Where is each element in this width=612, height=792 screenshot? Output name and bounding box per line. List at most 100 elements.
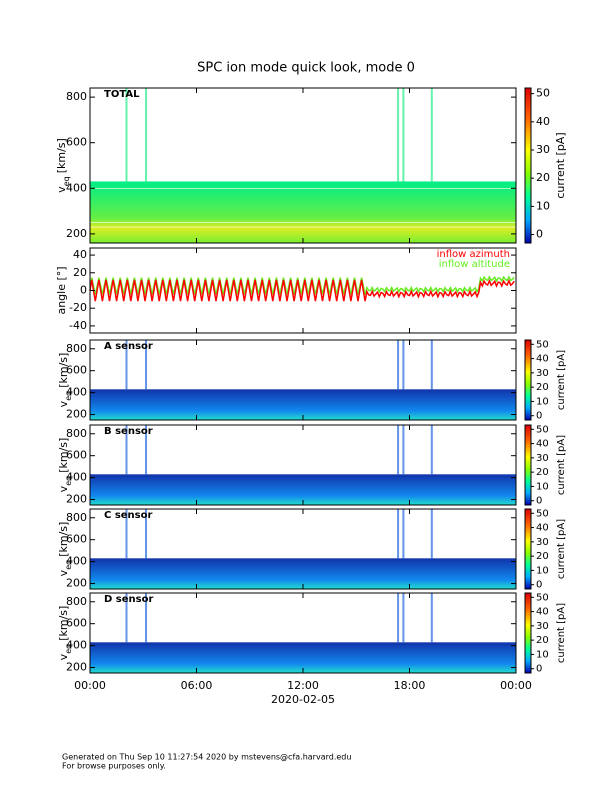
x-tick-label: 00:00 [74, 679, 106, 692]
colorbar-tick-label: 20 [536, 551, 549, 562]
colorbar-tick-label: 40 [536, 354, 549, 365]
y-tick-label: 800 [66, 342, 87, 355]
angle-trace-sketch [89, 275, 515, 295]
footer-line: For browse purposes only. [62, 762, 166, 771]
spectrogram-spike [397, 509, 400, 559]
y-tick-label: 800 [66, 427, 87, 440]
colorbar [524, 339, 532, 421]
colorbar-tick-label: 50 [536, 424, 549, 435]
y-tick-label: -20 [69, 301, 87, 314]
y-tick-label: 800 [66, 511, 87, 524]
spectrogram-spike [125, 593, 128, 643]
colorbar-tick-label: 30 [536, 143, 550, 156]
colorbar-tick-label: 20 [536, 467, 549, 478]
spectrogram-spike [430, 593, 433, 643]
y-axis-label-unit: [km/s] [57, 522, 70, 557]
legend-entry: inflow azimuth [437, 249, 510, 260]
x-axis-label: 2020-02-05 [271, 693, 335, 706]
spectrogram-spike [145, 425, 148, 475]
y-axis-label-sub: eq [62, 176, 71, 186]
y-tick-label: 20 [73, 266, 87, 279]
colorbar-label: current [pA] [554, 132, 567, 198]
colorbar-tick-label: 0 [536, 664, 542, 675]
spectrogram-spike [125, 509, 128, 559]
y-axis-label-sub: eq [64, 644, 73, 654]
y-axis-label-v: v [55, 186, 68, 193]
colorbar-tick-label: 40 [536, 523, 549, 534]
colorbar-label: current [pA] [556, 519, 567, 579]
spectrogram-spike [145, 593, 148, 643]
colorbar-tick-label: 0 [536, 228, 543, 241]
y-tick-label: 600 [66, 364, 87, 377]
y-axis-label: angle [°] [55, 266, 68, 314]
x-tick-label: 06:00 [181, 679, 213, 692]
colorbar-tick-label: 30 [536, 537, 549, 548]
colorbar-tick-label: 0 [536, 411, 542, 422]
spectrogram-spike [125, 425, 128, 475]
angle-trace-sketch [89, 278, 515, 302]
colorbar-tick-label: 40 [536, 115, 550, 128]
y-tick-label: 200 [66, 408, 87, 421]
y-tick-label: 400 [66, 386, 87, 399]
y-tick-label: 800 [66, 90, 87, 103]
spectrogram-spike [402, 425, 405, 475]
x-tick-label: 18:00 [394, 679, 426, 692]
y-tick-label: 600 [66, 136, 87, 149]
y-axis-label-sub: eq [64, 560, 73, 570]
y-axis-label-unit: [km/s] [55, 138, 68, 173]
colorbar [524, 592, 532, 674]
x-tick-label: 12:00 [287, 679, 319, 692]
y-tick-label: 400 [66, 471, 87, 484]
y-axis-label-v: v [57, 653, 70, 660]
spectrogram-spike [430, 340, 433, 390]
y-tick-label: 200 [66, 227, 87, 240]
colorbar-tick-label: 20 [536, 382, 549, 393]
y-tick-label: -40 [69, 319, 87, 332]
y-axis-label: veq [km/s] [57, 606, 73, 661]
colorbar [524, 508, 532, 590]
spectrogram-spike [397, 425, 400, 475]
spectrogram-spike [402, 509, 405, 559]
footer-line: Generated on Thu Sep 10 11:27:54 2020 by… [62, 753, 351, 762]
panel-label: A sensor [104, 341, 153, 352]
y-tick-label: 0 [80, 284, 87, 297]
title: SPC ion mode quick look, mode 0 [197, 61, 415, 76]
y-axis-label: veq [km/s] [57, 522, 73, 577]
spectrogram-spike [397, 88, 400, 182]
y-axis-label-unit: [km/s] [57, 353, 70, 388]
colorbar-tick-label: 50 [536, 339, 549, 350]
colorbar-label: current [pA] [556, 350, 567, 410]
colorbar-tick-label: 20 [536, 635, 549, 646]
spectrogram-fill [90, 181, 516, 243]
colorbar-tick-label: 10 [536, 481, 549, 492]
y-axis-label-sub: eq [64, 476, 73, 486]
colorbar-tick-label: 30 [536, 368, 549, 379]
y-axis-label-v: v [57, 485, 70, 492]
colorbar-tick-label: 30 [536, 621, 549, 632]
panel-label: C sensor [104, 510, 152, 521]
x-tick-label: 00:00 [500, 679, 532, 692]
y-tick-label: 400 [66, 639, 87, 652]
spectrogram-spike [397, 340, 400, 390]
spectrogram-fill [90, 389, 516, 420]
spectrogram-spike [125, 88, 128, 182]
y-axis-label: veq [km/s] [57, 353, 73, 408]
colorbar-tick-label: 0 [536, 580, 542, 591]
y-tick-label: 600 [66, 533, 87, 546]
y-axis-label-sub: eq [64, 391, 73, 401]
spectrogram-spike [402, 88, 405, 182]
colorbar-label: current [pA] [556, 435, 567, 495]
y-tick-label: 200 [66, 493, 87, 506]
colorbar-tick-label: 10 [536, 565, 549, 576]
y-axis-label-unit: [km/s] [57, 606, 70, 641]
y-tick-label: 600 [66, 449, 87, 462]
panel-label: D sensor [104, 594, 153, 605]
y-axis-label: veq [km/s] [57, 438, 73, 493]
spectrogram-spike [145, 88, 148, 182]
colorbar-tick-label: 0 [536, 496, 542, 507]
colorbar-tick-label: 10 [536, 396, 549, 407]
spectrogram-spike [430, 88, 433, 182]
colorbar-tick-label: 50 [536, 508, 549, 519]
y-tick-label: 40 [73, 248, 87, 261]
spectrogram-spike [125, 340, 128, 390]
